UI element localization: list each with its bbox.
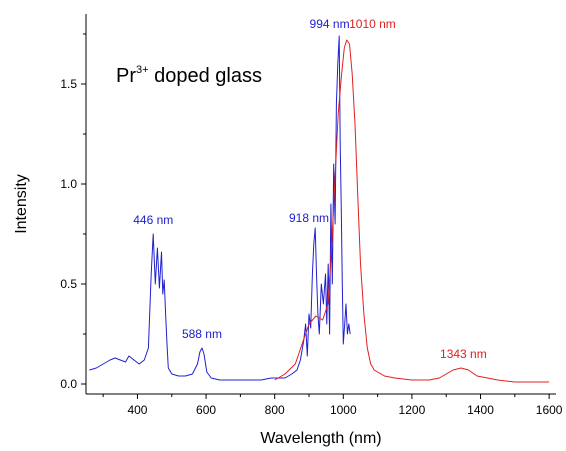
y-ticks: 0.0 0.5 1.0 1.5 [60,33,86,391]
peak-label: 588 nm [182,327,222,341]
chart-title-base: Pr [116,65,136,87]
annotations: 446 nm 588 nm 918 nm 994 nm 1010 nm 1343 nm [133,17,486,361]
y-tick-label: 0.5 [60,277,77,291]
peak-label: 1010 nm [349,17,396,31]
x-tick-label: 1600 [536,403,563,417]
y-tick-label: 1.5 [60,77,77,91]
x-tick-label: 400 [127,403,147,417]
peak-label: 446 nm [133,213,173,227]
x-ticks: 400 600 800 1000 1200 1400 1600 [102,394,563,417]
x-axis-title: Wavelength (nm) [260,430,381,447]
x-tick-label: 800 [265,403,285,417]
peak-label: 994 nm [310,17,350,31]
x-tick-label: 1000 [330,403,357,417]
x-tick-label: 600 [196,403,216,417]
y-axis-title: Intensity [13,174,30,234]
peak-label: 1343 nm [440,347,487,361]
chart-title-rest: doped glass [149,65,262,87]
series-group [89,35,550,383]
chart-title: Pr3+ doped glass [116,64,262,87]
x-tick-label: 1200 [399,403,426,417]
chart-title-superscript: 3+ [136,64,149,76]
y-tick-label: 1.0 [60,177,77,191]
peak-label: 918 nm [289,211,329,225]
x-tick-label: 1400 [467,403,494,417]
y-tick-label: 0.0 [60,377,77,391]
series-line-2 [274,39,550,383]
